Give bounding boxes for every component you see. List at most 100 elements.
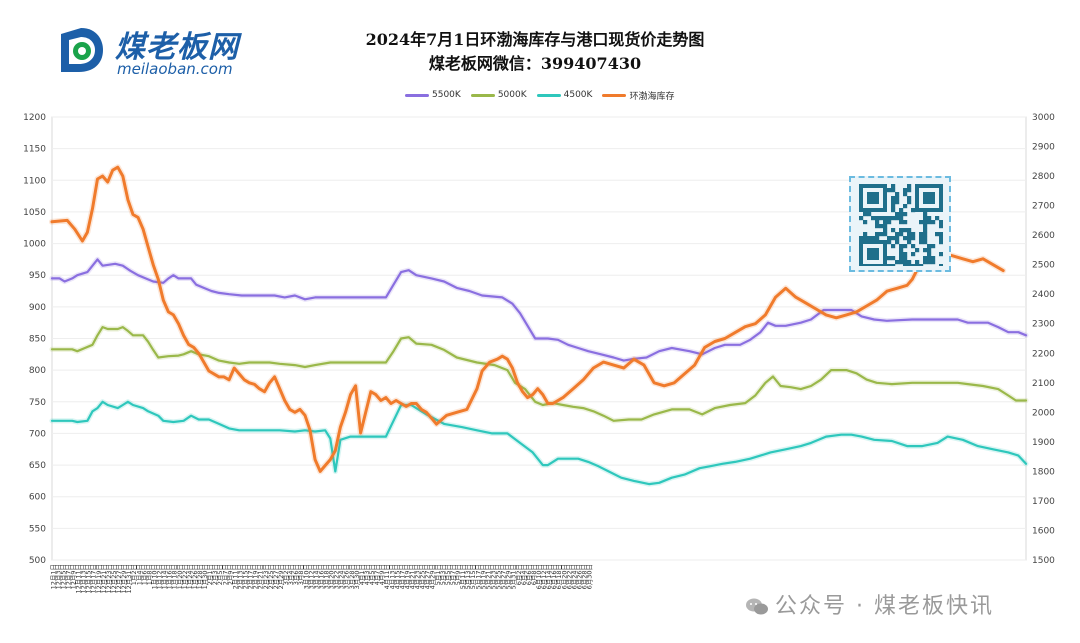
- qr-module: [891, 256, 896, 261]
- x-tick-label: 6月30日: [586, 564, 594, 589]
- x-tick-label: 12月1日: [49, 564, 57, 589]
- qr-module: [919, 220, 924, 225]
- qr-module: [935, 216, 940, 221]
- legend-item-4500k: 4500K: [536, 90, 593, 100]
- legend-label: 环渤海库存: [629, 91, 675, 102]
- x-tick-label: 4月23日: [414, 564, 422, 589]
- qr-module: [911, 264, 916, 266]
- x-tick-label: 1月16日: [166, 564, 174, 589]
- qr-module: [939, 220, 943, 225]
- qr-module: [903, 212, 908, 217]
- chart-legend: 5500K 5000K 4500K 环渤海库存: [405, 88, 674, 102]
- qr-module: [927, 248, 932, 253]
- x-tick-label: 5月17日: [474, 564, 482, 589]
- qr-module: [891, 200, 896, 205]
- series-line-2: [50, 400, 1028, 486]
- qr-module: [907, 264, 912, 266]
- brand-logo: 煤老板网 meilaoban.com: [55, 22, 305, 82]
- x-tick-label: 2月27日: [272, 564, 280, 589]
- x-tick-label: 12月5日: [59, 564, 67, 589]
- x-tick-label: 5月25日: [495, 564, 503, 589]
- qr-module: [915, 248, 920, 253]
- x-tick-label: 12月13日: [80, 564, 88, 594]
- x-tick-label: 12月25日: [110, 564, 118, 594]
- y-right-tick-label: 2300: [1032, 320, 1055, 330]
- qr-module: [903, 236, 908, 241]
- x-tick-label: 6月8日: [530, 564, 538, 585]
- qr-module: [871, 236, 876, 241]
- x-tick-label: 12月11日: [75, 564, 83, 594]
- x-tick-label: 3月30日: [353, 564, 361, 589]
- x-tick-label: 2月21日: [257, 564, 265, 589]
- qr-module: [895, 232, 900, 237]
- qr-module: [939, 240, 943, 245]
- qr-module: [927, 244, 932, 249]
- qr-finder: [923, 192, 935, 204]
- qr-module: [883, 220, 888, 225]
- qr-module: [899, 216, 904, 221]
- qr-module: [883, 232, 888, 237]
- qr-module: [915, 264, 920, 266]
- qr-module: [895, 200, 900, 205]
- qr-module: [923, 240, 928, 245]
- x-tick-label: 6月24日: [570, 564, 578, 589]
- x-tick-label: 2月1日: [206, 564, 214, 585]
- y-right-tick-label: 2400: [1032, 290, 1055, 300]
- y-left-tick-label: 900: [29, 303, 46, 313]
- series-line-shadow: [49, 256, 1029, 364]
- x-tick-label: 3月8日: [297, 564, 305, 585]
- y-left-tick-label: 550: [29, 524, 46, 534]
- qr-module: [927, 260, 932, 265]
- x-tick-label: 12月17日: [90, 564, 98, 594]
- qr-module: [931, 220, 936, 225]
- y-left-tick-label: 850: [29, 335, 46, 345]
- qr-module: [907, 184, 912, 189]
- x-tick-label: 4月27日: [424, 564, 432, 589]
- qr-module: [875, 236, 880, 241]
- x-tick-label: 2月29日: [277, 564, 285, 589]
- qr-module: [891, 208, 896, 213]
- qr-module: [931, 256, 936, 261]
- x-tick-label: 4月7日: [373, 564, 381, 585]
- qr-module: [879, 216, 884, 221]
- x-tick-label: 12月19日: [95, 564, 103, 594]
- qr-module: [875, 232, 880, 237]
- y-left-tick-label: 1050: [23, 208, 46, 218]
- qr-module: [923, 224, 928, 229]
- qr-module: [903, 188, 908, 193]
- qr-module: [919, 236, 924, 241]
- x-tick-label: 12月7日: [64, 564, 72, 589]
- legend-swatch: [470, 93, 495, 97]
- x-tick-label: 4月3日: [363, 564, 371, 585]
- y-left-tick-label: 600: [29, 493, 46, 503]
- x-tick-label: 3月6日: [292, 564, 300, 585]
- logo-mark-icon: [61, 28, 103, 72]
- qr-module: [911, 208, 916, 213]
- qr-module: [895, 216, 900, 221]
- qr-module: [899, 232, 904, 237]
- qr-module: [907, 240, 912, 245]
- x-tick-label: 12月23日: [105, 564, 113, 594]
- y-left-tick-label: 750: [29, 398, 46, 408]
- qr-module: [891, 184, 896, 189]
- qr-module: [919, 240, 924, 245]
- y-left-tick-label: 1000: [23, 240, 46, 250]
- legend-swatch: [536, 93, 561, 97]
- x-tick-label: 6月12日: [540, 564, 548, 589]
- qr-finder: [867, 192, 879, 204]
- x-tick-label: 2月23日: [262, 564, 270, 589]
- qr-module: [939, 252, 943, 257]
- wechat-icon: [746, 598, 768, 615]
- qr-module: [899, 228, 904, 233]
- qr-module: [859, 216, 864, 221]
- x-tick-label: 1月10日: [150, 564, 158, 589]
- x-tick-label: 6月18日: [555, 564, 563, 589]
- qr-module: [923, 216, 928, 221]
- y-right-tick-label: 1500: [1032, 556, 1055, 566]
- x-tick-label: 12月27日: [115, 564, 123, 594]
- legend-label: 4500K: [563, 90, 593, 100]
- qr-module: [859, 236, 864, 241]
- chart-title-block: 2024年7月1日环渤海库存与港口现货价走势图 煤老板网微信：399407430: [300, 28, 770, 76]
- qr-module: [903, 264, 908, 266]
- x-tick-label: 1月8日: [145, 564, 153, 585]
